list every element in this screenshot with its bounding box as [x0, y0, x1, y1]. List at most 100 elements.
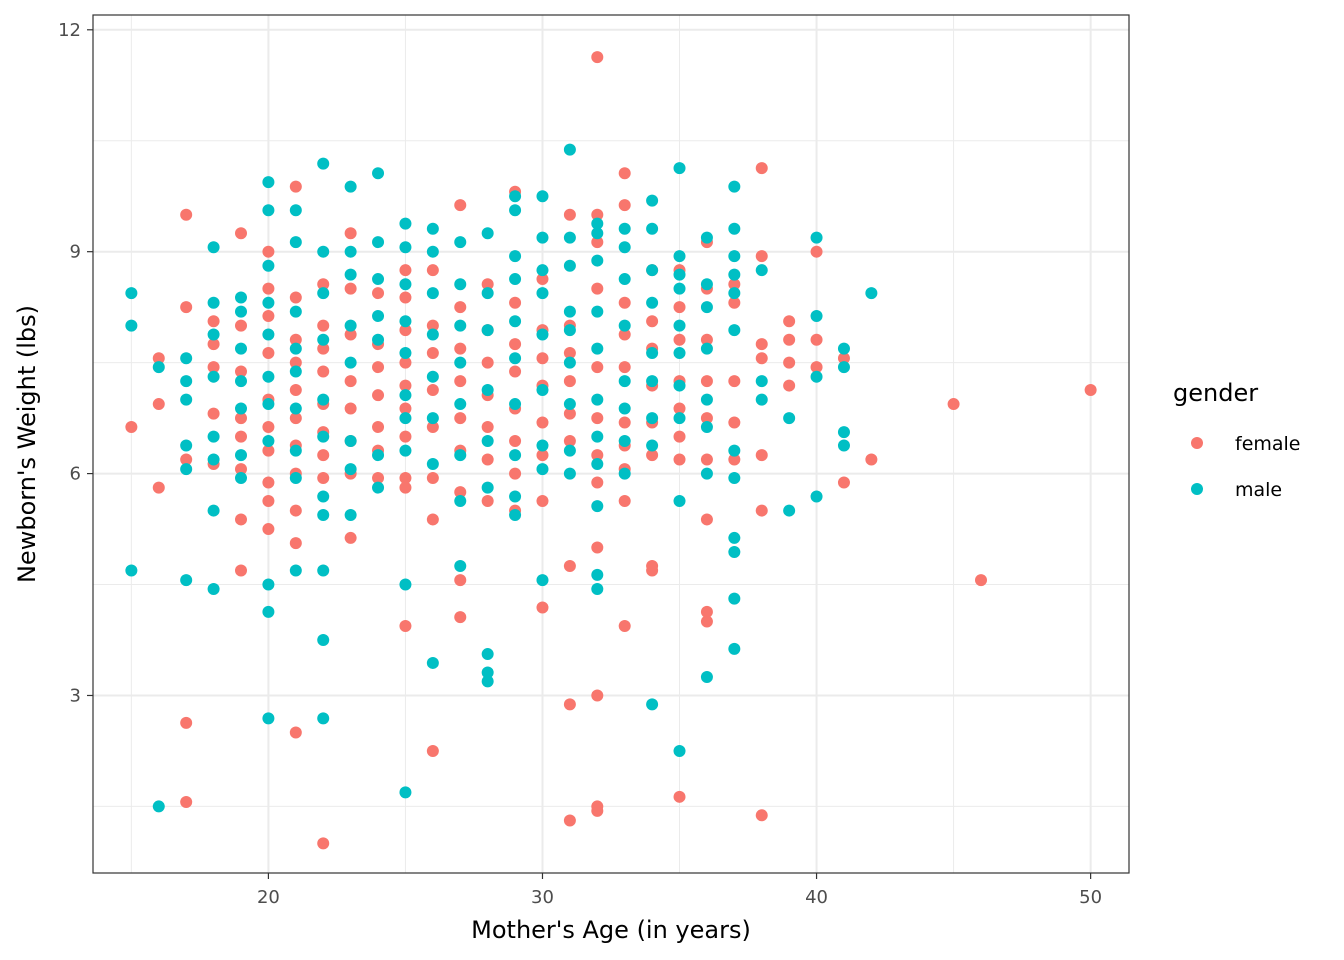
- point-female-34: [289, 333, 302, 346]
- x-tick-label-40: 40: [805, 887, 828, 908]
- point-male-188: [728, 472, 741, 485]
- point-male-157: [646, 296, 659, 309]
- point-male-172: [673, 744, 686, 757]
- point-female-77: [426, 264, 439, 277]
- point-female-7: [180, 716, 193, 729]
- point-female-192: [837, 352, 850, 365]
- point-female-84: [426, 744, 439, 757]
- point-female-78: [426, 319, 439, 332]
- point-male-118: [536, 231, 549, 244]
- y-axis: 3 6 9 12: [58, 20, 93, 706]
- point-female-37: [289, 412, 302, 425]
- point-male-87: [426, 412, 439, 425]
- point-male-141: [591, 430, 604, 443]
- point-female-140: [618, 296, 631, 309]
- point-male-46: [317, 157, 330, 170]
- point-male-105: [481, 666, 494, 679]
- point-female-197: [1084, 384, 1097, 397]
- point-female-194: [865, 453, 878, 466]
- point-female-142: [618, 361, 631, 374]
- point-male-129: [563, 305, 576, 318]
- point-male-127: [563, 231, 576, 244]
- point-male-22: [235, 375, 247, 388]
- point-male-96: [454, 494, 467, 507]
- point-female-63: [372, 389, 385, 402]
- point-male-133: [563, 444, 576, 457]
- point-male-0: [125, 287, 138, 300]
- point-male-199: [810, 310, 823, 323]
- point-male-13: [207, 328, 220, 341]
- point-male-24: [235, 449, 247, 462]
- point-male-156: [646, 264, 659, 277]
- point-male-177: [700, 393, 713, 406]
- point-female-1: [152, 352, 165, 365]
- point-male-200: [810, 370, 823, 383]
- point-male-92: [454, 319, 467, 332]
- point-male-26: [262, 176, 275, 189]
- point-female-187: [783, 356, 796, 369]
- point-female-93: [454, 611, 467, 624]
- point-male-137: [591, 254, 604, 267]
- point-female-49: [317, 449, 330, 462]
- point-female-180: [755, 338, 768, 351]
- point-female-2: [152, 398, 165, 411]
- point-female-122: [563, 435, 576, 448]
- point-female-85: [454, 199, 467, 212]
- point-male-102: [481, 435, 494, 448]
- point-female-35: [289, 356, 302, 369]
- point-female-10: [207, 338, 220, 351]
- point-male-131: [563, 356, 576, 369]
- point-male-134: [563, 467, 576, 480]
- point-male-135: [591, 217, 604, 230]
- point-male-97: [454, 560, 467, 573]
- point-female-28: [262, 444, 275, 457]
- point-male-128: [563, 259, 576, 272]
- legend-label-male: male: [1235, 479, 1282, 501]
- point-male-107: [509, 190, 522, 203]
- point-male-77: [399, 389, 412, 402]
- point-male-116: [509, 509, 522, 522]
- point-male-140: [591, 393, 604, 406]
- point-male-181: [728, 180, 741, 193]
- point-female-121: [563, 407, 576, 420]
- point-male-198: [810, 231, 823, 244]
- point-male-44: [289, 472, 302, 485]
- point-female-157: [673, 301, 686, 314]
- point-female-31: [262, 523, 275, 536]
- point-male-178: [700, 420, 713, 433]
- legend-key-male: [1191, 483, 1203, 495]
- point-male-166: [673, 282, 686, 295]
- point-male-7: [180, 393, 193, 406]
- point-male-190: [728, 545, 741, 558]
- point-female-22: [262, 245, 275, 258]
- y-tick-label-6: 6: [70, 464, 81, 485]
- point-female-162: [673, 453, 686, 466]
- point-female-188: [783, 379, 796, 392]
- point-female-146: [618, 494, 631, 507]
- point-male-57: [344, 180, 357, 193]
- point-male-29: [262, 296, 275, 309]
- point-male-94: [454, 398, 467, 411]
- point-female-117: [563, 208, 576, 221]
- point-female-19: [235, 463, 247, 476]
- point-female-114: [536, 449, 549, 462]
- point-male-62: [344, 435, 357, 448]
- point-male-132: [563, 398, 576, 411]
- point-female-171: [700, 605, 713, 618]
- point-male-68: [372, 310, 385, 323]
- point-male-40: [289, 342, 302, 355]
- point-male-56: [317, 712, 330, 725]
- point-female-66: [372, 472, 385, 485]
- point-male-193: [755, 264, 768, 277]
- point-male-130: [563, 324, 576, 337]
- point-female-139: [618, 199, 631, 212]
- point-female-175: [728, 375, 741, 388]
- point-female-73: [399, 430, 412, 443]
- point-female-42: [289, 726, 302, 739]
- point-male-158: [646, 347, 659, 360]
- point-female-81: [426, 420, 439, 433]
- point-female-137: [591, 51, 604, 64]
- point-male-205: [837, 439, 850, 452]
- point-male-85: [426, 328, 439, 341]
- point-female-126: [591, 208, 604, 221]
